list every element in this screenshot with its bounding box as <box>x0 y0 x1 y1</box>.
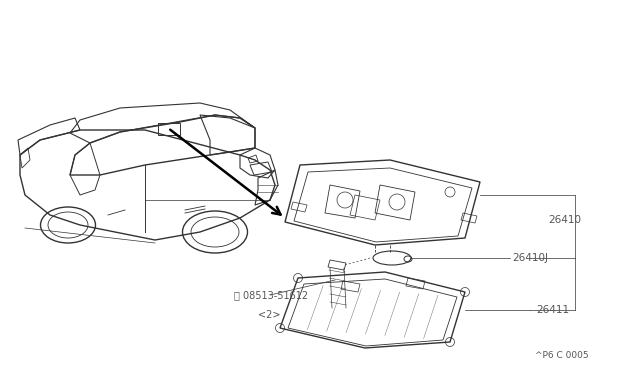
Text: 26411: 26411 <box>536 305 569 315</box>
Text: ^P6 C 0005: ^P6 C 0005 <box>535 350 589 359</box>
Text: Ⓢ 08513-51612: Ⓢ 08513-51612 <box>234 290 308 300</box>
Text: <2>: <2> <box>258 310 280 320</box>
Text: 26410: 26410 <box>548 215 581 225</box>
Text: 26410J: 26410J <box>512 253 548 263</box>
